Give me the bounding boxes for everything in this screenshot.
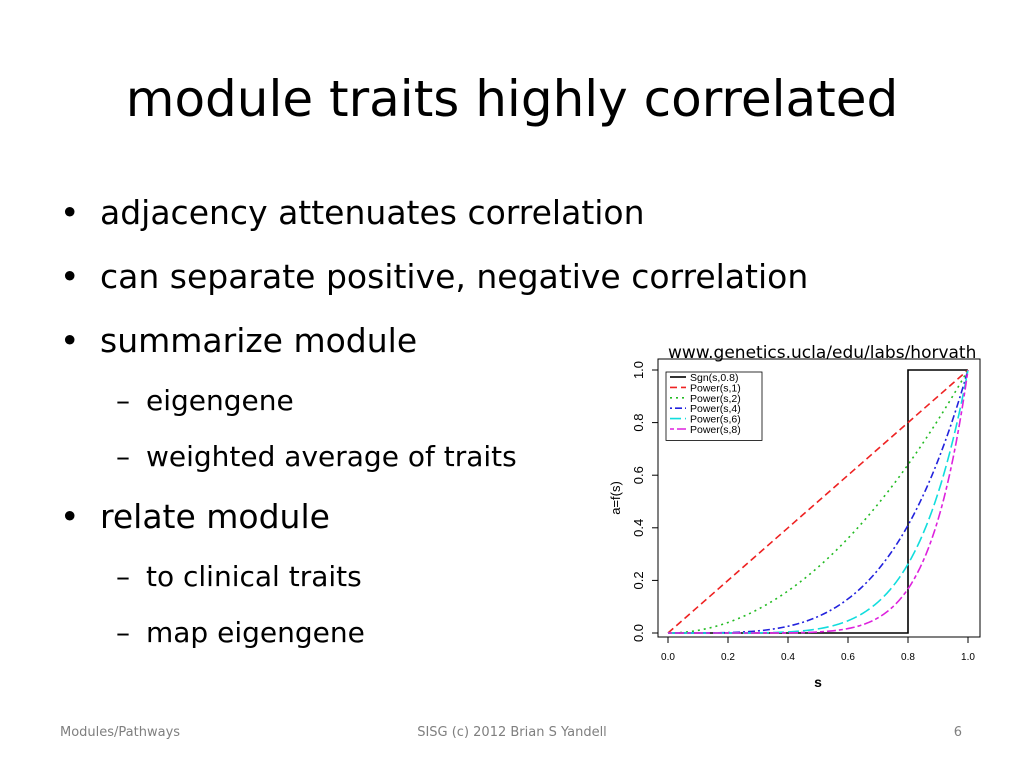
sub-bullet-item: – map eigengene xyxy=(60,612,620,654)
bullet-dot: • xyxy=(60,321,80,360)
sub-bullet-text: eigengene xyxy=(146,384,294,417)
y-tick-label: 0.4 xyxy=(631,519,646,537)
footer-left: Modules/Pathways xyxy=(60,725,181,740)
sub-bullet-item: – eigengene xyxy=(60,380,620,422)
slide-title: module traits highly correlated xyxy=(125,70,899,128)
legend-label: Power(s,6) xyxy=(690,414,741,426)
x-axis-label: s xyxy=(814,674,822,690)
x-tick-label: 0.8 xyxy=(901,652,915,663)
y-axis-label: a=f(s) xyxy=(608,481,623,515)
bullet-text: relate module xyxy=(100,497,330,536)
y-tick-label: 0.6 xyxy=(631,466,646,484)
legend-label: Power(s,1) xyxy=(690,382,741,394)
bullet-item: • can separate positive, negative correl… xyxy=(60,252,808,302)
sub-bullet-dash: – xyxy=(116,616,130,649)
legend-label: Power(s,2) xyxy=(690,393,741,405)
y-tick-label: 0.8 xyxy=(631,414,646,432)
sub-bullet-dash: – xyxy=(116,440,130,473)
legend-label: Sgn(s,0.8) xyxy=(690,372,738,384)
page-number: 6 xyxy=(953,725,962,740)
bullet-item: • summarize module xyxy=(60,316,620,366)
legend-label: Power(s,4) xyxy=(690,403,741,415)
x-tick-label: 0.0 xyxy=(661,652,675,663)
x-tick-label: 0.2 xyxy=(721,652,735,663)
sub-bullet-item: – to clinical traits xyxy=(60,556,620,598)
bullet-list: • adjacency attenuates correlation • can… xyxy=(60,188,808,668)
sub-bullet-dash: – xyxy=(116,384,130,417)
bullet-item: • relate module xyxy=(60,492,620,542)
plot-curves xyxy=(667,369,969,634)
series-line xyxy=(668,369,968,634)
plot-legend: Sgn(s,0.8)Power(s,1)Power(s,2)Power(s,4)… xyxy=(665,371,763,441)
y-tick-label: 1.0 xyxy=(631,361,646,379)
y-tick-label: 0.0 xyxy=(631,624,646,642)
x-tick-label: 0.4 xyxy=(781,652,795,663)
bullet-text: adjacency attenuates correlation xyxy=(100,193,645,232)
x-tick-label: 0.6 xyxy=(841,652,855,663)
adjacency-function-plot: 0.0 0.2 0.4 0.6 0.8 1.0 0.0 0.2 0.4 0.6 0.8 1.0 s a=f… xyxy=(608,358,981,690)
bullet-text: summarize module xyxy=(100,321,418,360)
bullet-dot: • xyxy=(60,257,80,296)
bullet-dot: • xyxy=(60,497,80,536)
y-tick-label: 0.2 xyxy=(631,571,646,589)
bullet-dot: • xyxy=(60,193,80,232)
source-url: www.genetics.ucla/edu/labs/horvath xyxy=(668,343,977,363)
sub-bullet-dash: – xyxy=(116,560,130,593)
bullet-item: • adjacency attenuates correlation xyxy=(60,188,645,238)
sub-bullet-text: to clinical traits xyxy=(146,560,362,593)
bullet-text: can separate positive, negative correlat… xyxy=(100,257,809,296)
series-line xyxy=(668,369,969,634)
sub-bullet-item: – weighted average of traits xyxy=(60,436,620,478)
sub-bullet-text: map eigengene xyxy=(146,616,365,649)
plot-axes: 0.0 0.2 0.4 0.6 0.8 1.0 0.0 0.2 0.4 0.6 0.8 1.0 s a=f… xyxy=(608,358,981,690)
footer-center: SISG (c) 2012 Brian S Yandell xyxy=(417,725,607,740)
plot-frame xyxy=(657,358,981,638)
legend-label: Power(s,8) xyxy=(690,424,741,436)
series-line xyxy=(667,369,969,634)
x-tick-label: 1.0 xyxy=(961,652,975,663)
sub-bullet-text: weighted average of traits xyxy=(146,440,517,473)
